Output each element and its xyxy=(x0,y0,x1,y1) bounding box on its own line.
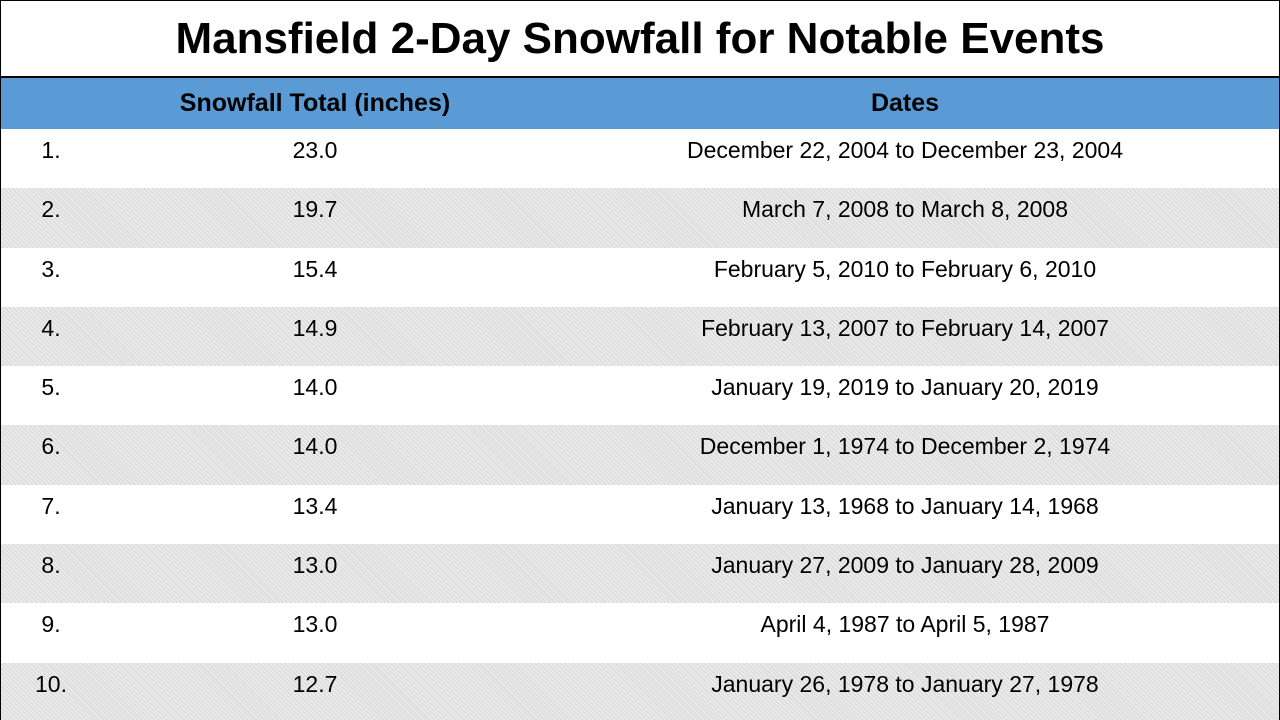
row-snowfall-total: 14.0 xyxy=(292,374,338,401)
row-dates: January 26, 1978 to January 27, 1978 xyxy=(711,670,1099,697)
row-dates: January 27, 2009 to January 28, 2009 xyxy=(711,552,1099,579)
row-dates: January 13, 1968 to January 14, 1968 xyxy=(711,492,1099,519)
table-row: 3. 15.4 February 5, 2010 to February 6, 20… xyxy=(1,247,1279,307)
row-rank: 9. xyxy=(41,611,61,638)
table-row: 4. 14.9 February 13, 2007 to February 14, … xyxy=(1,306,1279,367)
row-snowfall-total: 13.0 xyxy=(292,611,338,638)
table-row: 9. 13.0 April 4, 1987 to April 5, 1987 xyxy=(1,603,1279,663)
row-rank: 4. xyxy=(41,314,61,341)
row-rank: 7. xyxy=(41,492,61,519)
row-snowfall-total: 19.7 xyxy=(292,196,338,223)
header-dates: Dates xyxy=(870,89,940,117)
row-dates: April 4, 1987 to April 5, 1987 xyxy=(760,611,1050,638)
chart-title: Mansfield 2-Day Snowfall for Notable Eve… xyxy=(1,1,1279,78)
table-row: 10. 12.7 January 26, 1978 to January 27, 1… xyxy=(1,662,1279,720)
row-dates: March 7, 2008 to March 8, 2008 xyxy=(741,196,1069,223)
row-dates: January 19, 2019 to January 20, 2019 xyxy=(711,374,1099,401)
table-row: 8. 13.0 January 27, 2009 to January 28, 20… xyxy=(1,544,1279,604)
row-rank: 2. xyxy=(41,196,61,223)
row-snowfall-total: 13.4 xyxy=(292,492,338,519)
row-rank: 1. xyxy=(41,137,61,163)
row-snowfall-total: 14.9 xyxy=(292,314,338,341)
row-dates: December 22, 2004 to December 23, 2004 xyxy=(687,137,1123,163)
row-rank: 8. xyxy=(41,552,61,579)
table-row: 2. 19.7 March 7, 2008 to March 8, 2008 xyxy=(1,188,1279,248)
row-rank: 6. xyxy=(41,433,61,460)
row-dates: February 13, 2007 to February 14, 2007 xyxy=(701,314,1109,341)
row-snowfall-total: 23.0 xyxy=(292,137,338,163)
row-rank: 5. xyxy=(41,374,61,401)
snowfall-table: Snowfall Total (inches) Dates 1. 23.0 Dece… xyxy=(1,78,1279,720)
row-rank: 3. xyxy=(41,255,61,282)
row-dates: December 1, 1974 to December 2, 1974 xyxy=(699,433,1111,460)
table-row: 7. 13.4 January 13, 1968 to January 14, 19… xyxy=(1,484,1279,545)
header-snowfall-total: Snowfall Total (inches) xyxy=(179,89,451,117)
table-header: Snowfall Total (inches) Dates xyxy=(1,78,1279,129)
row-dates: February 5, 2010 to February 6, 2010 xyxy=(713,255,1097,282)
row-snowfall-total: 15.4 xyxy=(292,255,338,282)
table-row: 5. 14.0 January 19, 2019 to January 20, 20… xyxy=(1,366,1279,426)
row-snowfall-total: 14.0 xyxy=(292,433,338,460)
row-snowfall-total: 12.7 xyxy=(292,670,338,697)
row-rank: 10. xyxy=(35,670,67,697)
table-row: 6. 14.0 December 1, 1974 to December 2, 19… xyxy=(1,425,1279,485)
table-row: 1. 23.0 December 22, 2004 to December 23, … xyxy=(1,129,1279,189)
row-snowfall-total: 13.0 xyxy=(292,552,338,579)
table-body: 1. 23.0 December 22, 2004 to December 23, … xyxy=(1,129,1279,720)
